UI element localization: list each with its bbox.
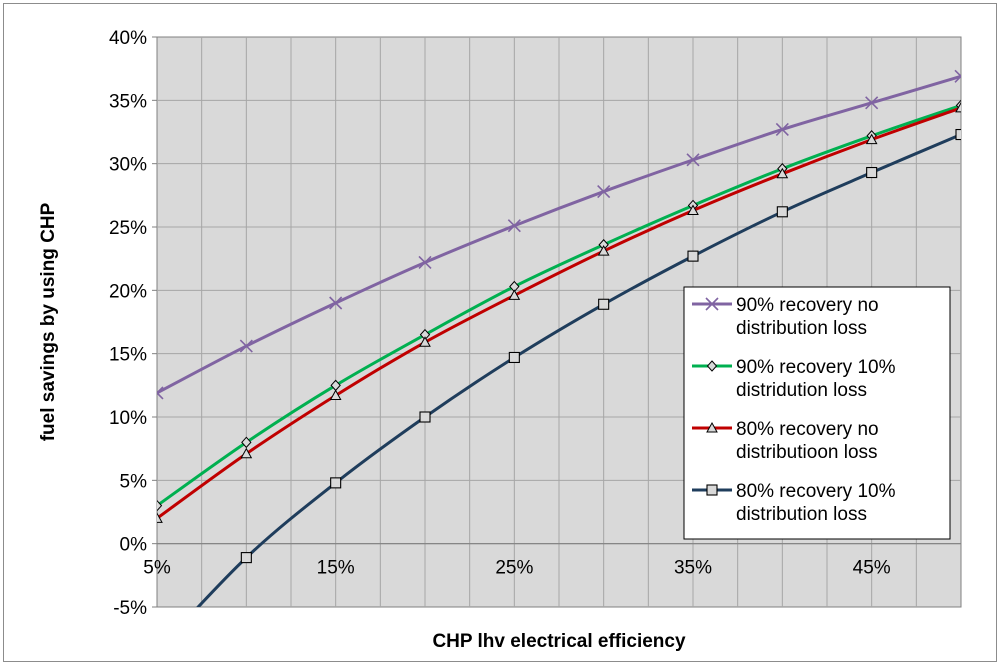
data-point-triangle-marker	[687, 204, 699, 216]
y-tick-label: 35%	[109, 91, 147, 112]
legend-label: distribution loss	[736, 504, 867, 525]
data-point-x-marker	[597, 184, 611, 199]
series-group	[157, 69, 961, 607]
data-point-x-marker	[865, 96, 879, 110]
data-point-triangle-marker	[865, 133, 878, 145]
data-point-square-marker	[330, 477, 342, 489]
x-tick-label: 5%	[143, 558, 171, 579]
data-point-square-marker	[419, 411, 431, 423]
legend-label: 80% recovery no	[736, 419, 879, 440]
data-point-triangle-marker	[508, 289, 521, 300]
series-4	[196, 128, 961, 607]
series-line	[157, 103, 961, 507]
y-tick-label: -5%	[113, 598, 147, 619]
data-point-square-marker	[776, 206, 788, 218]
data-point-triangle-marker	[157, 512, 163, 523]
series-line	[157, 74, 961, 395]
y-tick-label: 15%	[109, 345, 147, 366]
y-axis-ticks: -5% 0% 5% 10% 15% 20% 25% 30% 35% 40%	[109, 28, 157, 619]
x-tick-label: 15%	[317, 558, 355, 579]
x-tick-label: 25%	[495, 558, 533, 579]
data-point-triangle-marker	[329, 389, 342, 400]
legend-label: 80% recovery 10%	[736, 481, 896, 502]
legend-label: 90% recovery 10%	[736, 357, 896, 378]
data-point-square-marker	[508, 351, 520, 364]
data-point-x-marker	[157, 386, 164, 400]
data-point-x-marker	[775, 122, 789, 137]
legend-item: 90% recovery 10%distridution loss	[692, 357, 896, 401]
series-line	[196, 133, 961, 607]
data-point-x-marker	[239, 339, 253, 353]
y-tick-label: 30%	[109, 155, 147, 176]
y-tick-label: 25%	[109, 218, 147, 239]
legend-label: distributioon loss	[736, 442, 878, 463]
y-tick-label: 20%	[109, 281, 147, 302]
legend-label: distridution loss	[736, 380, 867, 401]
data-point-triangle-marker	[597, 245, 610, 256]
x-axis-label: CHP lhv electrical efficiency	[432, 631, 686, 652]
data-point-triangle-marker	[706, 421, 718, 433]
y-tick-label: 5%	[120, 471, 148, 492]
series-3	[157, 101, 961, 523]
data-point-x-marker	[705, 297, 719, 311]
series-line	[157, 106, 961, 520]
data-point-triangle-marker	[419, 336, 431, 347]
data-point-square-marker	[706, 484, 718, 496]
data-point-x-marker	[686, 153, 700, 167]
chart-frame: -5% 0% 5% 10% 15% 20% 25% 30% 35% 40% 5% 15% 25% 35%…	[3, 3, 997, 662]
legend-item: 80% recovery 10%distribution loss	[692, 481, 896, 525]
legend-label: distribution loss	[736, 318, 867, 339]
data-point-diamond-marker	[241, 436, 252, 449]
data-point-diamond-marker	[706, 360, 718, 372]
x-tick-label: 35%	[674, 558, 712, 579]
x-axis-ticks: 5% 15% 25% 35% 45%	[143, 558, 891, 579]
data-point-x-marker	[507, 219, 521, 233]
data-point-triangle-marker	[776, 167, 789, 179]
data-point-triangle-marker	[955, 101, 961, 113]
data-point-square-marker	[240, 552, 252, 564]
y-tick-label: 40%	[109, 28, 147, 49]
y-axis-label: fuel savings by using CHP	[38, 202, 59, 441]
series-1	[157, 69, 961, 400]
data-point-x-marker	[418, 255, 432, 270]
legend-box	[683, 286, 951, 540]
x-tick-label: 45%	[853, 558, 891, 579]
y-tick-label: 0%	[120, 535, 148, 556]
data-point-x-marker	[954, 69, 961, 83]
data-point-square-marker	[598, 298, 610, 310]
data-point-x-marker	[329, 296, 343, 310]
data-point-triangle-marker	[240, 447, 253, 459]
data-point-square-marker	[687, 250, 699, 262]
line-chart: -5%0%5%10%15%20%25%30%35%40% 5% 15% 25% 35%…	[38, 28, 962, 652]
gridlines	[157, 37, 961, 607]
data-point-diamond-marker	[157, 499, 163, 512]
data-point-square-marker	[955, 128, 961, 141]
data-point-square-marker	[866, 166, 878, 179]
legend-label: 90% recovery no	[736, 295, 879, 316]
y-tick-label: 10%	[109, 408, 147, 429]
